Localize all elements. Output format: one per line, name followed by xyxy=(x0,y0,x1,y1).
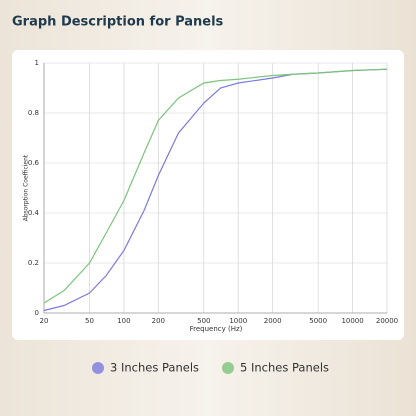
legend-marker xyxy=(92,362,104,374)
legend-label: 5 Inches Panels xyxy=(240,361,329,375)
x-tick-label: 2000 xyxy=(264,317,282,325)
x-tick-label: 200 xyxy=(152,317,165,325)
y-tick-label: 0 xyxy=(35,309,39,317)
chart-card xyxy=(12,50,404,340)
x-tick-label: 20000 xyxy=(376,317,398,325)
series-line xyxy=(43,68,388,304)
x-tick-label: 20 xyxy=(40,317,49,325)
x-tick-label: 100 xyxy=(117,317,130,325)
x-tick-label: 500 xyxy=(197,317,210,325)
y-tick-label: 0.4 xyxy=(28,209,40,217)
x-tick-label: 5000 xyxy=(309,317,327,325)
y-tick-label: 1 xyxy=(35,59,39,67)
x-tick-label: 50 xyxy=(85,317,94,325)
legend-label: 3 Inches Panels xyxy=(110,361,199,375)
y-tick-label: 0.8 xyxy=(28,109,39,117)
x-tick-label: 1000 xyxy=(229,317,247,325)
y-axis-label: Absorption Coefficient xyxy=(23,154,30,221)
x-tick-label: 10000 xyxy=(341,317,363,325)
chart-title: Graph Description for Panels xyxy=(12,15,224,30)
x-axis-label: Frequency (Hz) xyxy=(190,325,243,333)
y-tick-label: 0.6 xyxy=(28,159,40,167)
y-tick-label: 0.2 xyxy=(28,259,39,267)
legend-marker xyxy=(222,362,234,374)
